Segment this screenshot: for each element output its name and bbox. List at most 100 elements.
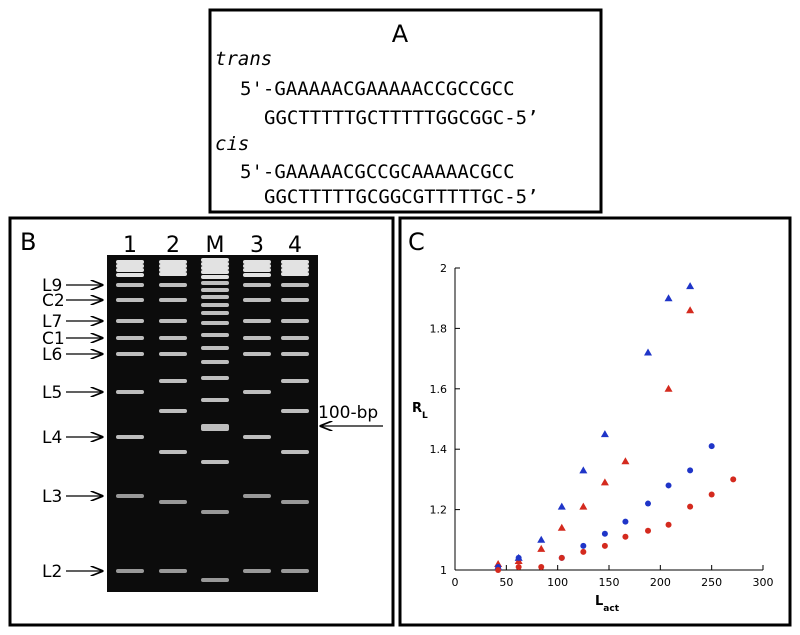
point bbox=[579, 466, 588, 474]
x-tick-label: 150 bbox=[599, 576, 620, 589]
y-tick-label: 1.6 bbox=[430, 383, 448, 396]
marker-label: C2 bbox=[42, 291, 65, 311]
band bbox=[243, 569, 271, 573]
point bbox=[580, 548, 587, 555]
point bbox=[622, 533, 629, 540]
x-tick-label: 0 bbox=[452, 576, 459, 589]
band bbox=[159, 272, 187, 276]
band bbox=[159, 264, 187, 268]
band bbox=[281, 319, 309, 323]
x-axis-label-main: L bbox=[595, 594, 603, 609]
band bbox=[116, 298, 144, 302]
band bbox=[159, 268, 187, 272]
point bbox=[537, 544, 546, 552]
band bbox=[159, 260, 187, 264]
sequence: GGCTTTTTGCTTTTTGGCGGC-5’ bbox=[264, 107, 539, 129]
band bbox=[159, 379, 187, 383]
band bbox=[281, 352, 309, 356]
x-tick-label: 50 bbox=[499, 576, 513, 589]
band bbox=[201, 266, 229, 270]
marker-label: L3 bbox=[42, 487, 62, 507]
point bbox=[495, 567, 502, 573]
band bbox=[201, 311, 229, 315]
marker-label: L6 bbox=[42, 345, 62, 365]
ladder-label: 100-bp bbox=[318, 403, 378, 423]
band bbox=[201, 398, 229, 402]
band bbox=[243, 283, 271, 287]
x-tick-label: 100 bbox=[547, 576, 568, 589]
sequence: 5'-GAAAAACGAAAAACCGCCGCC bbox=[240, 78, 515, 100]
band bbox=[243, 336, 271, 340]
gel-bands bbox=[116, 258, 309, 582]
band bbox=[159, 319, 187, 323]
y-tick-label: 1.2 bbox=[430, 504, 448, 517]
marker-label: L4 bbox=[42, 428, 62, 448]
point bbox=[687, 503, 694, 510]
band bbox=[159, 283, 187, 287]
x-tick-label: 250 bbox=[701, 576, 722, 589]
band bbox=[116, 390, 144, 394]
x-axis-label: Lact bbox=[595, 594, 620, 614]
strand-label: cis bbox=[215, 133, 249, 155]
point bbox=[601, 530, 608, 537]
point bbox=[708, 443, 715, 450]
point bbox=[665, 521, 672, 528]
y-axis-label-main: R bbox=[412, 401, 422, 416]
band bbox=[201, 376, 229, 380]
point bbox=[621, 457, 630, 465]
lane-label: 3 bbox=[250, 233, 264, 258]
band bbox=[281, 569, 309, 573]
point bbox=[644, 348, 653, 356]
band bbox=[281, 450, 309, 454]
lane-label: 4 bbox=[288, 233, 302, 258]
panel-label: A bbox=[392, 20, 409, 48]
band bbox=[281, 260, 309, 264]
lane-label: M bbox=[206, 233, 225, 258]
band bbox=[201, 424, 229, 431]
band bbox=[159, 500, 187, 504]
band bbox=[281, 298, 309, 302]
y-tick-label: 1.8 bbox=[430, 322, 448, 335]
band bbox=[201, 281, 229, 285]
band bbox=[116, 264, 144, 268]
band bbox=[201, 262, 229, 266]
band bbox=[243, 494, 271, 498]
point bbox=[580, 542, 587, 549]
sequence: GGCTTTTTGCGGCGTTTTTGC-5’ bbox=[264, 186, 539, 208]
band bbox=[243, 260, 271, 264]
chart: 1 1.2 1.4 1.6 1.8 2 0 50 100 150 200 250 300 bbox=[430, 262, 774, 589]
point bbox=[537, 535, 546, 543]
band bbox=[281, 272, 309, 276]
band bbox=[116, 268, 144, 272]
band bbox=[243, 352, 271, 356]
panel-a-frame bbox=[208, 8, 603, 214]
lane-label: 1 bbox=[123, 233, 137, 258]
band bbox=[243, 435, 271, 439]
band bbox=[116, 352, 144, 356]
panel-b-frame bbox=[8, 216, 395, 627]
band bbox=[159, 298, 187, 302]
band bbox=[201, 333, 229, 337]
band bbox=[201, 460, 229, 464]
band bbox=[201, 360, 229, 364]
point bbox=[645, 500, 652, 507]
band bbox=[201, 303, 229, 307]
point bbox=[557, 523, 566, 531]
band bbox=[201, 578, 229, 582]
band bbox=[243, 319, 271, 323]
marker-label: L7 bbox=[42, 312, 62, 332]
point bbox=[558, 554, 565, 561]
band bbox=[159, 336, 187, 340]
y-tick-label: 1.4 bbox=[430, 443, 448, 456]
y-tick-label: 2 bbox=[440, 262, 447, 275]
y-tick-label: 1 bbox=[440, 564, 447, 577]
band bbox=[281, 283, 309, 287]
band bbox=[281, 336, 309, 340]
band bbox=[201, 346, 229, 350]
band bbox=[201, 295, 229, 299]
band bbox=[243, 268, 271, 272]
panel-label: C bbox=[408, 228, 425, 256]
band bbox=[243, 298, 271, 302]
lane-label: 2 bbox=[166, 233, 180, 258]
